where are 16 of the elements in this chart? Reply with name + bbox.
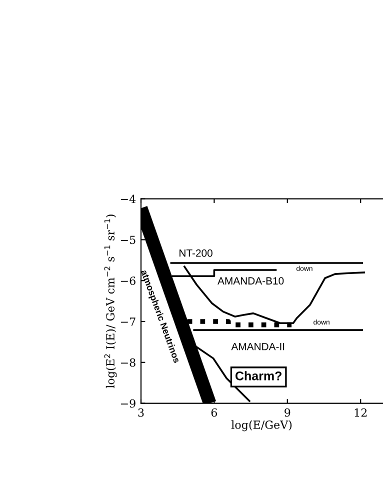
y-tick-label: −7 (120, 318, 136, 326)
y-tick-label: −9 (120, 399, 136, 408)
annotation: AMANDA-II (231, 342, 284, 350)
x-tick-label: 9 (284, 408, 290, 417)
y-tick-label: −8 (120, 358, 136, 367)
x-axis-title: log(E/GeV) (231, 420, 292, 432)
annotation: AMANDA-B10 (218, 277, 284, 285)
y-tick-label: −6 (120, 276, 136, 285)
x-tick-label: 6 (211, 408, 218, 417)
x-tick-label: 12 (354, 408, 367, 417)
annotation: Charm? (235, 371, 282, 380)
text: log(E$^{2}$ I(E)/ GeV cm$^{−2}$ s$^{−1}$ sr$^{−1}$) (104, 214, 117, 388)
x-tick-label: 3 (138, 408, 144, 417)
y-tick-label: −4 (120, 194, 136, 204)
y-tick-label: −5 (120, 236, 136, 244)
annotation: NT-200 (180, 249, 212, 257)
